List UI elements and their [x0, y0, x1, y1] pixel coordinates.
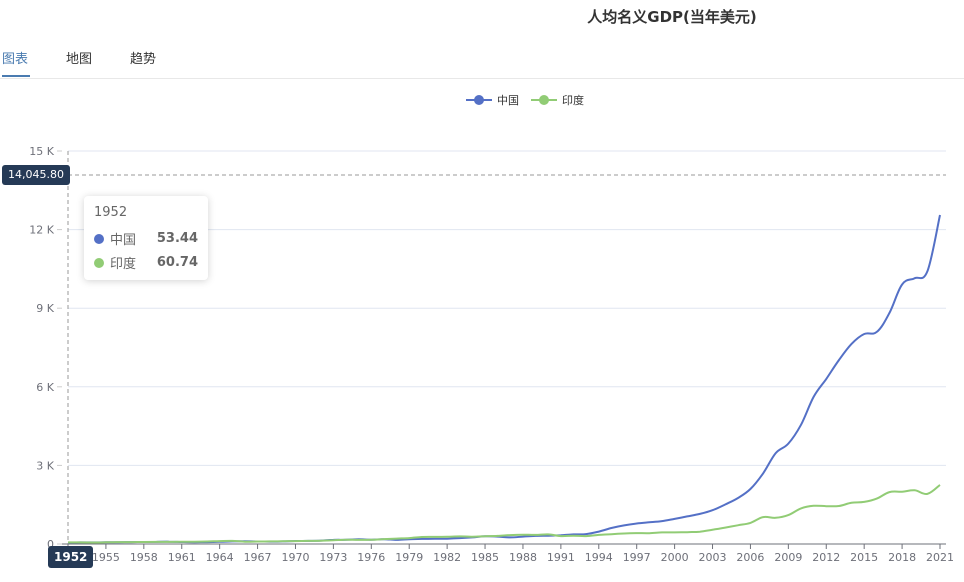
y-axis: 0 3 K 6 K 9 K 12 K 15 K — [29, 145, 62, 551]
tab-trend[interactable]: 趋势 — [130, 52, 157, 67]
chart-legend: 中国 印度 — [466, 92, 596, 108]
svg-text:1967: 1967 — [244, 551, 272, 564]
legend-label: 中国 — [497, 94, 519, 107]
series-dot-icon — [94, 233, 104, 244]
tab-map[interactable]: 地图 — [66, 52, 93, 67]
series-dot-icon — [94, 257, 104, 268]
tab-chart[interactable]: 图表 — [2, 52, 29, 67]
svg-text:3 K: 3 K — [36, 459, 54, 472]
svg-text:6 K: 6 K — [36, 381, 54, 394]
svg-text:2000: 2000 — [661, 551, 689, 564]
svg-text:2009: 2009 — [774, 551, 802, 564]
svg-text:1982: 1982 — [433, 551, 461, 564]
svg-text:2018: 2018 — [888, 551, 916, 564]
svg-text:1991: 1991 — [547, 551, 575, 564]
svg-text:1985: 1985 — [471, 551, 499, 564]
svg-text:1979: 1979 — [395, 551, 423, 564]
view-tabs: 图表 地图 趋势 — [0, 44, 964, 79]
legend-item-india[interactable]: 印度 — [531, 92, 584, 108]
svg-text:1973: 1973 — [319, 551, 347, 564]
svg-text:1997: 1997 — [623, 551, 651, 564]
tooltip: 1952 中国 53.44 印度 60.74 — [84, 196, 208, 280]
svg-text:2003: 2003 — [699, 551, 727, 564]
svg-text:1964: 1964 — [206, 551, 234, 564]
svg-text:1958: 1958 — [130, 551, 158, 564]
legend-label: 印度 — [562, 94, 584, 107]
svg-text:1988: 1988 — [509, 551, 537, 564]
grid-lines — [68, 150, 946, 466]
legend-item-china[interactable]: 中国 — [466, 92, 519, 108]
svg-text:9 K: 9 K — [36, 302, 54, 315]
svg-text:2012: 2012 — [812, 551, 840, 564]
line-marker-icon — [466, 93, 492, 107]
tooltip-row-china: 中国 53.44 — [94, 229, 198, 248]
svg-text:1976: 1976 — [357, 551, 385, 564]
svg-text:2015: 2015 — [850, 551, 878, 564]
svg-text:2006: 2006 — [736, 551, 764, 564]
svg-text:1955: 1955 — [92, 551, 120, 564]
x-axis: 1955 1958 1961 1964 1967 1970 1973 1976 1979 1982… — [62, 543, 954, 564]
tooltip-year: 1952 — [94, 205, 128, 220]
svg-text:1970: 1970 — [281, 551, 309, 564]
series-line-india[interactable] — [67, 484, 941, 544]
y-axis-pointer-label: 14,045.80 — [2, 165, 70, 185]
x-axis-pointer-label: 1952 — [48, 546, 94, 568]
active-tab-indicator — [2, 75, 30, 77]
svg-text:15 K: 15 K — [29, 145, 54, 158]
svg-text:2021: 2021 — [926, 551, 954, 564]
chart-title: 人均名义GDP(当年美元) — [587, 8, 757, 26]
svg-text:1961: 1961 — [168, 551, 196, 564]
svg-text:12 K: 12 K — [29, 224, 54, 237]
svg-text:0: 0 — [47, 538, 54, 551]
svg-text:1994: 1994 — [585, 551, 613, 564]
tooltip-row-india: 印度 60.74 — [94, 253, 198, 272]
line-marker-icon — [531, 93, 557, 107]
